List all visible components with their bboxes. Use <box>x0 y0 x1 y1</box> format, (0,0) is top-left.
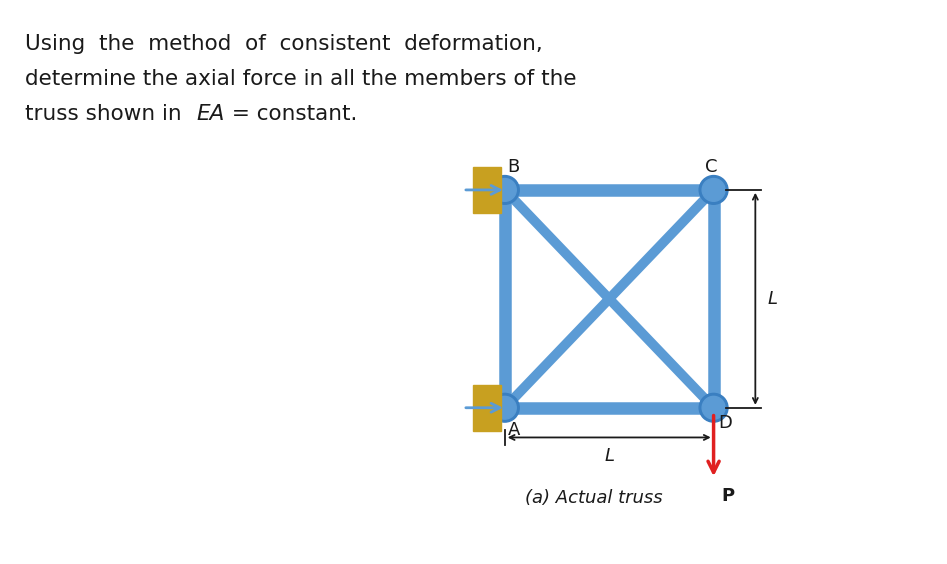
Text: A: A <box>508 421 520 439</box>
Text: B: B <box>507 158 519 176</box>
Text: (a) Actual truss: (a) Actual truss <box>526 489 663 507</box>
Text: P: P <box>722 487 735 505</box>
Circle shape <box>702 396 725 419</box>
Circle shape <box>493 396 516 419</box>
Circle shape <box>699 394 728 422</box>
Circle shape <box>491 394 519 422</box>
Text: EA: EA <box>197 104 225 124</box>
Circle shape <box>702 179 725 201</box>
Text: truss shown in: truss shown in <box>25 104 188 124</box>
Text: = constant.: = constant. <box>225 104 358 124</box>
Bar <box>473 385 501 430</box>
Text: D: D <box>719 413 732 431</box>
Text: Using  the  method  of  consistent  deformation,: Using the method of consistent deformati… <box>25 34 543 55</box>
Text: L: L <box>604 447 615 465</box>
Circle shape <box>493 179 516 201</box>
Bar <box>473 167 501 213</box>
Circle shape <box>699 175 728 204</box>
Text: L: L <box>767 290 777 308</box>
Text: C: C <box>706 158 718 176</box>
Circle shape <box>491 175 519 204</box>
Text: determine the axial force in all the members of the: determine the axial force in all the mem… <box>25 69 576 89</box>
